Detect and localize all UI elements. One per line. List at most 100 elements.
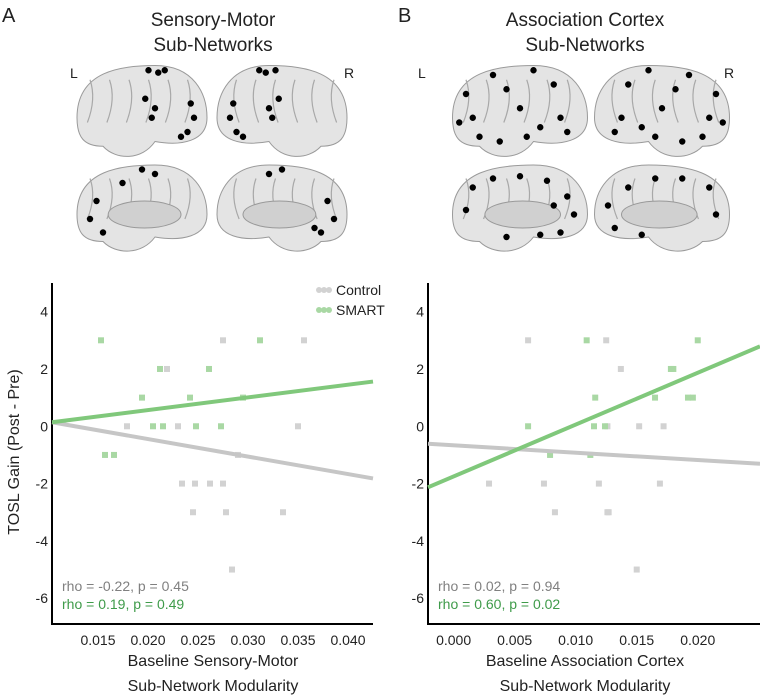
y-tick-label: 4	[40, 304, 48, 320]
y-tick-label: 0	[416, 418, 424, 434]
node-dot	[645, 67, 652, 74]
control-point	[656, 480, 663, 487]
node-dot	[503, 86, 510, 93]
control-point	[229, 566, 235, 573]
node-dot	[685, 71, 693, 79]
smart-point	[111, 451, 117, 458]
brain-sulcus	[631, 79, 639, 123]
control-point	[220, 337, 226, 344]
legend-dot	[316, 287, 322, 293]
smart-fit-line	[51, 379, 374, 425]
node-dot	[155, 69, 162, 76]
node-dot	[278, 166, 286, 173]
node-dot	[672, 86, 679, 93]
panel-b-right-hemisphere-label: R	[724, 65, 734, 81]
node-dot	[275, 95, 282, 102]
node-dot	[570, 211, 578, 218]
brain-sulcus	[611, 178, 619, 220]
x-tick-label: 0.040	[330, 632, 365, 648]
node-dot	[537, 124, 544, 131]
brain-renderings	[76, 64, 731, 252]
brain-b-right-medial	[593, 164, 731, 252]
control-fit-line	[427, 441, 760, 466]
x-tick-label: 0.020	[680, 632, 715, 648]
legend-dot	[316, 307, 322, 313]
node-dot	[142, 95, 149, 102]
brain-sulcus	[86, 79, 94, 123]
brain-sulcus	[125, 79, 133, 123]
node-dot	[489, 71, 497, 79]
legend-control-label: Control	[336, 282, 381, 298]
node-dot	[269, 114, 276, 121]
smart-point	[689, 394, 696, 401]
control-point	[164, 365, 170, 372]
panel-a-right-hemisphere-label: R	[344, 65, 354, 81]
brain-a-left-lateral	[76, 64, 208, 157]
brain-sulcus	[462, 178, 470, 220]
node-dot	[262, 69, 269, 76]
brain-sulcus	[311, 79, 318, 123]
node-dot	[625, 184, 632, 191]
brain-sulcus	[330, 79, 338, 123]
node-dot	[564, 193, 571, 200]
brain-sulcus	[272, 79, 279, 123]
brain-sulcus	[543, 79, 551, 123]
node-dot	[712, 90, 720, 98]
stat-control-a: rho = -0.22, p = 0.45	[62, 578, 189, 594]
x-tick-label: 0.000	[436, 632, 471, 648]
node-dot	[469, 184, 476, 191]
control-point	[220, 480, 226, 487]
node-dot	[679, 138, 686, 145]
brain-sulcus	[291, 79, 299, 123]
node-dot	[537, 231, 544, 238]
node-dot	[550, 81, 557, 88]
smart-point	[684, 394, 691, 401]
x-tick-label: 0.015	[619, 632, 654, 648]
brain-b-right-lateral	[593, 64, 731, 157]
panel-a-title-line2: Sub-Networks	[153, 35, 272, 56]
node-dot	[330, 215, 338, 223]
x-axis-label-b-line1: Baseline Association Cortex	[486, 653, 684, 670]
brain-a-left-medial	[76, 164, 208, 252]
smart-point	[257, 337, 263, 344]
brain-sulcus	[330, 178, 338, 220]
smart-point	[98, 337, 104, 344]
y-tick-label: -4	[412, 533, 425, 549]
control-point	[124, 423, 130, 430]
control-point	[660, 423, 667, 430]
node-dot	[604, 202, 612, 209]
y-tick-label: -2	[412, 476, 425, 492]
brain-sulcus	[563, 79, 571, 123]
smart-point	[525, 423, 532, 430]
y-tick-label: -6	[412, 590, 425, 606]
smart-point	[187, 394, 193, 401]
node-dot	[530, 67, 537, 74]
legend-dot	[326, 307, 332, 313]
smart-point	[218, 423, 224, 430]
node-dot	[706, 184, 713, 191]
smart-point	[670, 365, 677, 372]
node-dot	[161, 67, 168, 74]
x-tick-label: 0.030	[230, 632, 265, 648]
smart-point	[601, 423, 608, 430]
panel-b-title-line2: Sub-Networks	[525, 35, 644, 56]
brain-sulcus	[523, 79, 531, 123]
smart-point	[160, 423, 166, 430]
corpus-callosum	[621, 200, 698, 229]
corpus-callosum	[484, 200, 561, 229]
smart-point	[547, 451, 554, 458]
smart-point	[592, 394, 599, 401]
y-axis-label: TOSL Gain (Post - Pre)	[6, 369, 23, 534]
brain-sulcus	[252, 79, 260, 123]
node-dot	[462, 206, 470, 214]
brain-b-left-lateral	[451, 64, 589, 157]
node-dot	[543, 177, 551, 184]
node-dot	[516, 173, 524, 180]
brain-sulcus	[482, 79, 490, 123]
node-dot	[550, 202, 557, 209]
node-dot	[516, 105, 524, 112]
control-point	[525, 337, 532, 344]
node-dot	[456, 119, 463, 126]
node-dot	[564, 128, 571, 136]
